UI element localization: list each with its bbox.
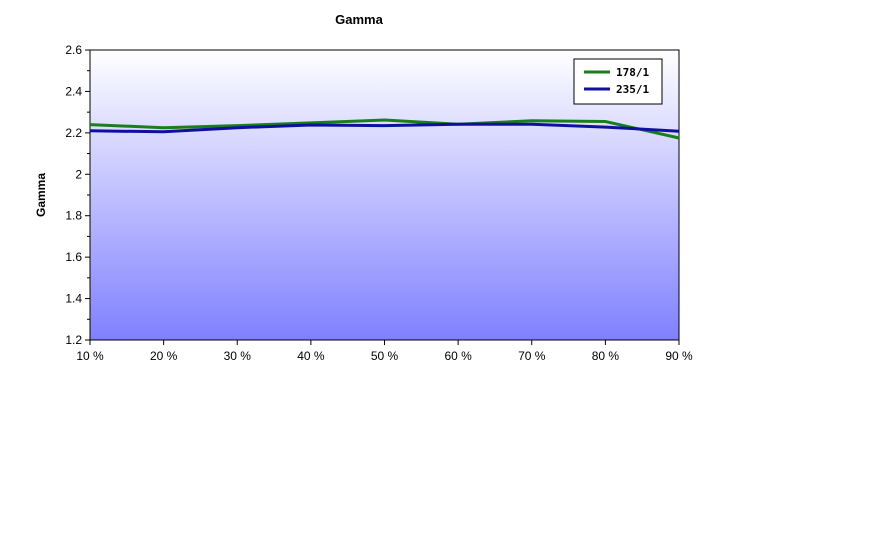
y-tick-label: 2 — [75, 167, 82, 181]
x-tick-label: 40 % — [297, 349, 325, 363]
legend-box — [573, 58, 663, 105]
x-tick-label: 50 % — [371, 349, 399, 363]
y-tick-label: 2.2 — [65, 126, 82, 140]
y-tick-label: 2.6 — [65, 43, 82, 57]
y-tick-label: 2.4 — [65, 84, 82, 98]
y-axis: 1.2 1.4 1.6 1.8 2 2.2 2.4 2.6 — [65, 43, 90, 347]
legend-label-235-1: 235/1 — [616, 83, 649, 96]
y-tick-label: 1.8 — [65, 209, 82, 223]
legend-label-178-1: 178/1 — [616, 66, 649, 79]
y-tick-label: 1.4 — [65, 292, 82, 306]
y-tick-label: 1.2 — [65, 333, 82, 347]
x-tick-label: 20 % — [150, 349, 178, 363]
x-tick-label: 70 % — [518, 349, 546, 363]
series-line-235-1 — [89, 122, 680, 134]
x-tick-label: 60 % — [444, 349, 472, 363]
y-axis-label: Gamma — [34, 173, 48, 217]
y-tick-label: 1.6 — [65, 250, 82, 264]
legend: 178/1 235/1 — [573, 58, 663, 105]
x-tick-label: 90 % — [665, 349, 693, 363]
series-lines — [89, 118, 680, 140]
series-line-178-1 — [89, 118, 680, 140]
x-tick-label: 10 % — [76, 349, 104, 363]
chart-title: Gamma — [335, 12, 383, 27]
x-tick-label: 30 % — [224, 349, 252, 363]
x-axis: 10 % 20 % 30 % 40 % 50 % 60 % 70 % 80 % 90 % — [76, 340, 693, 363]
x-tick-label: 80 % — [592, 349, 620, 363]
